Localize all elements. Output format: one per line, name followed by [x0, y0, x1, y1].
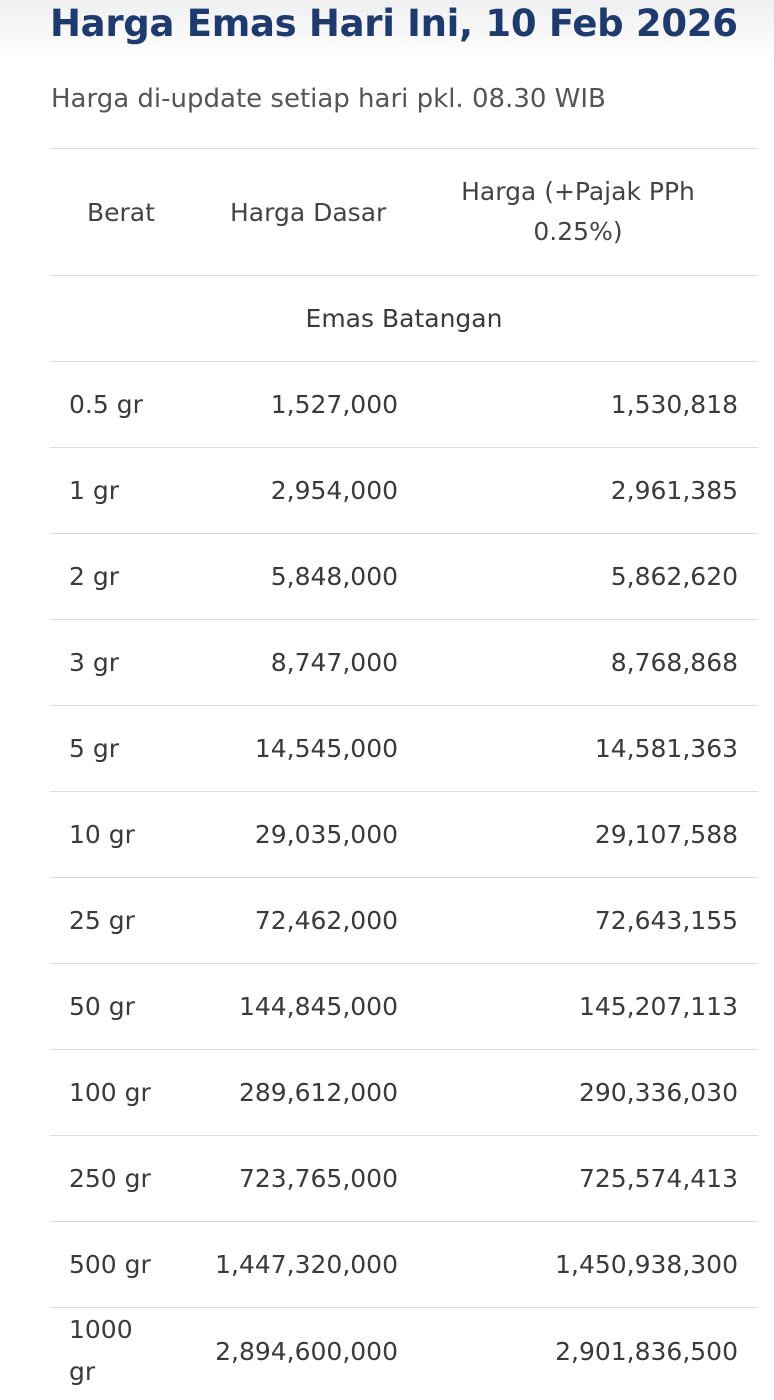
cell-harga-dasar: 289,612,000	[202, 1049, 398, 1136]
cell-harga-pajak: 725,574,413	[398, 1135, 758, 1222]
table-header-row: Berat Harga Dasar Harga (+Pajak PPh 0.25…	[50, 148, 758, 276]
cell-harga-pajak: 290,336,030	[398, 1049, 758, 1136]
column-header-harga-pajak: Harga (+Pajak PPh 0.25%)	[398, 148, 758, 276]
cell-berat: 500 gr	[50, 1221, 202, 1308]
group-label: Emas Batangan	[50, 275, 758, 362]
cell-harga-pajak: 14,581,363	[398, 705, 758, 792]
cell-harga-pajak: 29,107,588	[398, 791, 758, 878]
table-row: 100 gr 289,612,000 290,336,030	[50, 1049, 758, 1136]
table-row: 3 gr 8,747,000 8,768,868	[50, 619, 758, 706]
cell-harga-pajak: 145,207,113	[398, 963, 758, 1050]
cell-harga-pajak: 8,768,868	[398, 619, 758, 706]
table-row: 1000 gr 2,894,600,000 2,901,836,500	[50, 1307, 758, 1394]
cell-berat: 50 gr	[50, 963, 202, 1050]
table-row: 2 gr 5,848,000 5,862,620	[50, 533, 758, 620]
cell-harga-dasar: 2,954,000	[202, 447, 398, 534]
cell-berat: 3 gr	[50, 619, 202, 706]
cell-berat: 100 gr	[50, 1049, 202, 1136]
cell-harga-dasar: 144,845,000	[202, 963, 398, 1050]
cell-harga-dasar: 1,527,000	[202, 361, 398, 448]
cell-berat: 1000 gr	[50, 1307, 202, 1394]
cell-berat: 2 gr	[50, 533, 202, 620]
page-title: Harga Emas Hari Ini, 10 Feb 2026	[50, 2, 738, 45]
table-row: 1 gr 2,954,000 2,961,385	[50, 447, 758, 534]
cell-harga-pajak: 2,961,385	[398, 447, 758, 534]
cell-harga-dasar: 723,765,000	[202, 1135, 398, 1222]
cell-harga-dasar: 14,545,000	[202, 705, 398, 792]
cell-harga-dasar: 5,848,000	[202, 533, 398, 620]
cell-berat: 25 gr	[50, 877, 202, 964]
cell-berat: 1 gr	[50, 447, 202, 534]
cell-harga-pajak: 2,901,836,500	[398, 1307, 758, 1394]
group-row: Emas Batangan	[50, 275, 758, 362]
cell-berat: 5 gr	[50, 705, 202, 792]
cell-berat: 0.5 gr	[50, 361, 202, 448]
column-header-harga-dasar: Harga Dasar	[202, 148, 398, 276]
header-background	[0, 0, 774, 60]
update-note: Harga di-update setiap hari pkl. 08.30 W…	[51, 84, 606, 114]
cell-harga-dasar: 29,035,000	[202, 791, 398, 878]
table-row: 5 gr 14,545,000 14,581,363	[50, 705, 758, 792]
cell-berat: 250 gr	[50, 1135, 202, 1222]
cell-berat: 10 gr	[50, 791, 202, 878]
table-row: 25 gr 72,462,000 72,643,155	[50, 877, 758, 964]
cell-harga-pajak: 1,450,938,300	[398, 1221, 758, 1308]
table-row: 500 gr 1,447,320,000 1,450,938,300	[50, 1221, 758, 1308]
cell-harga-pajak: 1,530,818	[398, 361, 758, 448]
cell-harga-dasar: 8,747,000	[202, 619, 398, 706]
table-row: 250 gr 723,765,000 725,574,413	[50, 1135, 758, 1222]
table-row: 0.5 gr 1,527,000 1,530,818	[50, 361, 758, 448]
cell-harga-pajak: 72,643,155	[398, 877, 758, 964]
column-header-berat: Berat	[50, 148, 202, 276]
cell-harga-dasar: 72,462,000	[202, 877, 398, 964]
gold-price-table: Berat Harga Dasar Harga (+Pajak PPh 0.25…	[50, 148, 758, 1394]
table-row: 50 gr 144,845,000 145,207,113	[50, 963, 758, 1050]
cell-harga-dasar: 1,447,320,000	[202, 1221, 398, 1308]
cell-harga-pajak: 5,862,620	[398, 533, 758, 620]
cell-harga-dasar: 2,894,600,000	[202, 1307, 398, 1394]
table-row: 10 gr 29,035,000 29,107,588	[50, 791, 758, 878]
